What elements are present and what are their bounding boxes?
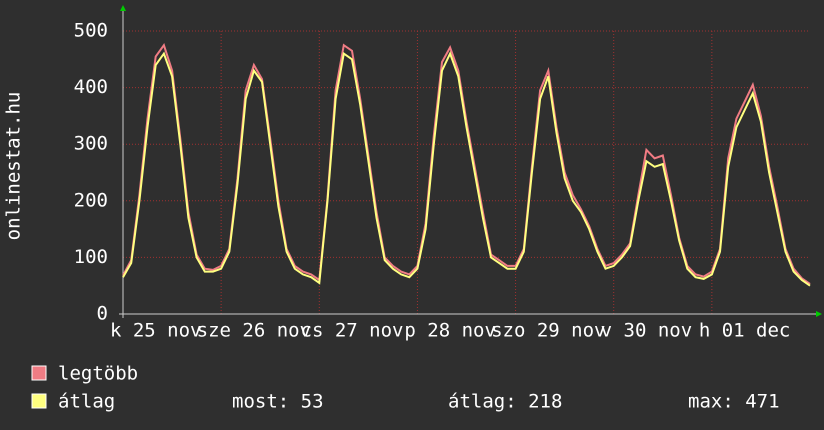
stat-avg: átlag: 218 bbox=[448, 391, 562, 413]
x-tick-label: p 28 nov bbox=[404, 320, 496, 342]
stat-max: max: 471 bbox=[688, 391, 780, 413]
y-tick-label: 0 bbox=[97, 303, 108, 325]
stat-most: most: 53 bbox=[232, 391, 324, 413]
legend-swatch bbox=[31, 393, 47, 409]
x-tick-label: szo 29 nov bbox=[491, 320, 605, 342]
y-tick-label: 500 bbox=[74, 20, 108, 42]
x-tick-label: k 25 nov bbox=[110, 320, 202, 342]
y-tick-label: 100 bbox=[74, 246, 108, 268]
axis-arrow bbox=[120, 5, 126, 11]
x-tick-label: v 30 nov bbox=[601, 320, 693, 342]
y-tick-label: 300 bbox=[74, 133, 108, 155]
legend-swatch bbox=[31, 365, 47, 381]
y-tick-label: 400 bbox=[74, 76, 108, 98]
y-tick-label: 200 bbox=[74, 189, 108, 211]
series-line bbox=[122, 51, 811, 287]
x-tick-label: sze 26 nov bbox=[197, 320, 311, 342]
legend-label: átlag bbox=[58, 391, 115, 413]
x-tick-label: h 01 dec bbox=[699, 320, 791, 342]
y-axis-label: onlinestat.hu bbox=[3, 92, 25, 241]
axis-arrow bbox=[816, 311, 822, 317]
legend-label: legtöbb bbox=[58, 363, 138, 385]
x-tick-label: cs 27 nov bbox=[301, 320, 404, 342]
